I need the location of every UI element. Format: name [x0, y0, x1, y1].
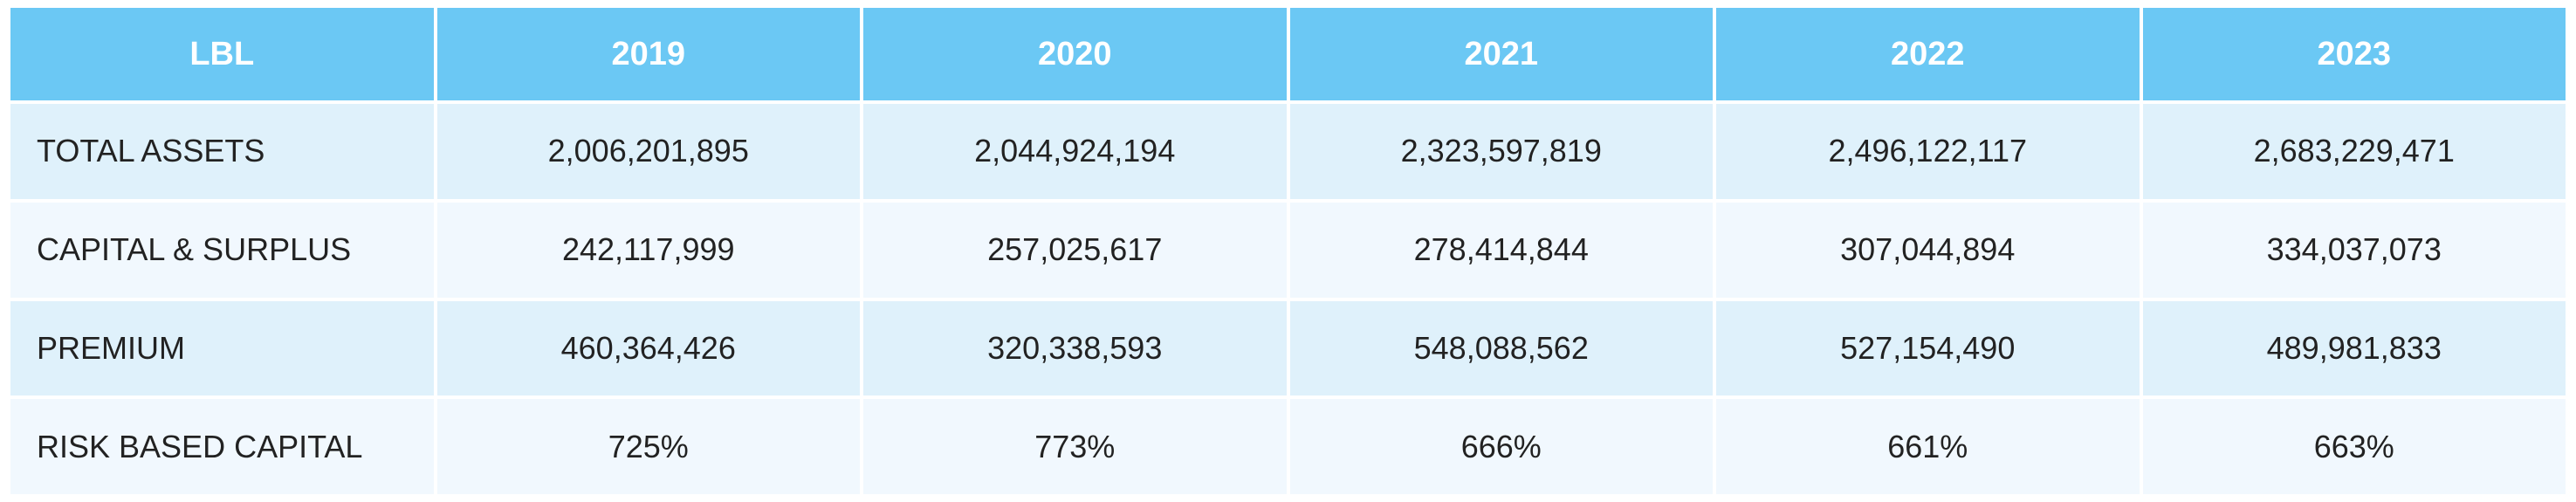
table-cell: 307,044,894 [1716, 202, 2140, 298]
table-cell: 666% [1289, 399, 1713, 494]
table-cell: 548,088,562 [1289, 300, 1713, 396]
row-label: PREMIUM [10, 300, 434, 396]
table-row-total-assets: TOTAL ASSETS 2,006,201,895 2,044,924,194… [10, 104, 2566, 199]
table-cell: 257,025,617 [863, 202, 1287, 298]
row-label: RISK BASED CAPITAL [10, 399, 434, 494]
table-cell: 460,364,426 [436, 300, 860, 396]
financial-summary-table: LBL 2019 2020 2021 2022 2023 TOTAL ASSET… [7, 4, 2569, 498]
table-cell: 489,981,833 [2142, 300, 2566, 396]
table-cell: 2,006,201,895 [436, 104, 860, 199]
table-cell: 320,338,593 [863, 300, 1287, 396]
table-cell: 663% [2142, 399, 2566, 494]
row-label: TOTAL ASSETS [10, 104, 434, 199]
table-row-risk-based-capital: RISK BASED CAPITAL 725% 773% 666% 661% 6… [10, 399, 2566, 494]
column-header-2023: 2023 [2142, 8, 2566, 100]
table-header: LBL 2019 2020 2021 2022 2023 [10, 8, 2566, 100]
table-cell: 334,037,073 [2142, 202, 2566, 298]
table-cell: 773% [863, 399, 1287, 494]
column-header-2021: 2021 [1289, 8, 1713, 100]
table-cell: 2,683,229,471 [2142, 104, 2566, 199]
table-cell: 527,154,490 [1716, 300, 2140, 396]
column-header-2022: 2022 [1716, 8, 2140, 100]
table-body: TOTAL ASSETS 2,006,201,895 2,044,924,194… [10, 104, 2566, 494]
column-header-lbl: LBL [10, 8, 434, 100]
table-row-premium: PREMIUM 460,364,426 320,338,593 548,088,… [10, 300, 2566, 396]
table-row-capital-surplus: CAPITAL & SURPLUS 242,117,999 257,025,61… [10, 202, 2566, 298]
table-cell: 661% [1716, 399, 2140, 494]
table-cell: 2,323,597,819 [1289, 104, 1713, 199]
table-cell: 278,414,844 [1289, 202, 1713, 298]
column-header-2020: 2020 [863, 8, 1287, 100]
row-label: CAPITAL & SURPLUS [10, 202, 434, 298]
table-cell: 242,117,999 [436, 202, 860, 298]
table-cell: 2,044,924,194 [863, 104, 1287, 199]
column-header-2019: 2019 [436, 8, 860, 100]
table-cell: 725% [436, 399, 860, 494]
header-row: LBL 2019 2020 2021 2022 2023 [10, 8, 2566, 100]
table-cell: 2,496,122,117 [1716, 104, 2140, 199]
